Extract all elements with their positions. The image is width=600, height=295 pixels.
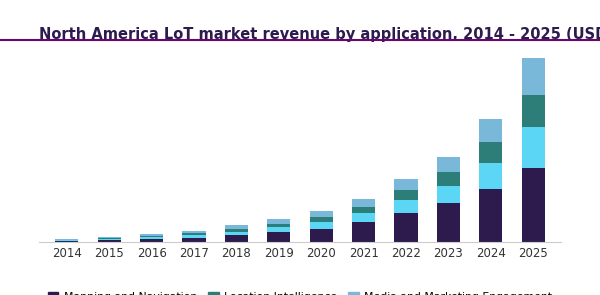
Bar: [267, 227, 290, 232]
Bar: [182, 237, 206, 242]
Bar: [394, 191, 418, 200]
Bar: [140, 237, 163, 239]
Bar: [479, 142, 502, 163]
Bar: [310, 211, 333, 217]
Bar: [310, 217, 333, 222]
Text: North America LoT market revenue by application, 2014 - 2025 (USD Million): North America LoT market revenue by appl…: [39, 27, 600, 42]
Bar: [437, 157, 460, 172]
Bar: [394, 200, 418, 213]
Bar: [521, 58, 545, 95]
Bar: [479, 189, 502, 242]
Bar: [225, 229, 248, 232]
Bar: [394, 213, 418, 242]
Bar: [182, 233, 206, 235]
Bar: [352, 199, 375, 207]
Bar: [521, 168, 545, 242]
Bar: [267, 219, 290, 224]
Bar: [98, 237, 121, 238]
Bar: [310, 229, 333, 242]
Bar: [140, 236, 163, 237]
Bar: [394, 178, 418, 191]
Bar: [140, 234, 163, 236]
Bar: [352, 213, 375, 222]
Bar: [521, 127, 545, 168]
Bar: [437, 203, 460, 242]
Bar: [55, 240, 79, 241]
Bar: [479, 163, 502, 189]
Bar: [267, 224, 290, 227]
Bar: [98, 239, 121, 240]
Bar: [182, 235, 206, 237]
Bar: [98, 240, 121, 242]
Bar: [98, 238, 121, 239]
Bar: [140, 239, 163, 242]
Bar: [225, 225, 248, 229]
Legend: Mapping and Navigation, Asset Management, Location Intelligence, Media and Marke: Mapping and Navigation, Asset Management…: [43, 288, 557, 295]
Bar: [479, 119, 502, 142]
Bar: [352, 207, 375, 213]
Bar: [437, 172, 460, 186]
Bar: [182, 231, 206, 233]
Bar: [352, 222, 375, 242]
Bar: [225, 232, 248, 235]
Bar: [55, 241, 79, 242]
Bar: [437, 186, 460, 203]
Bar: [310, 222, 333, 229]
Bar: [225, 235, 248, 242]
Bar: [521, 95, 545, 127]
Bar: [55, 239, 79, 240]
Bar: [267, 232, 290, 242]
